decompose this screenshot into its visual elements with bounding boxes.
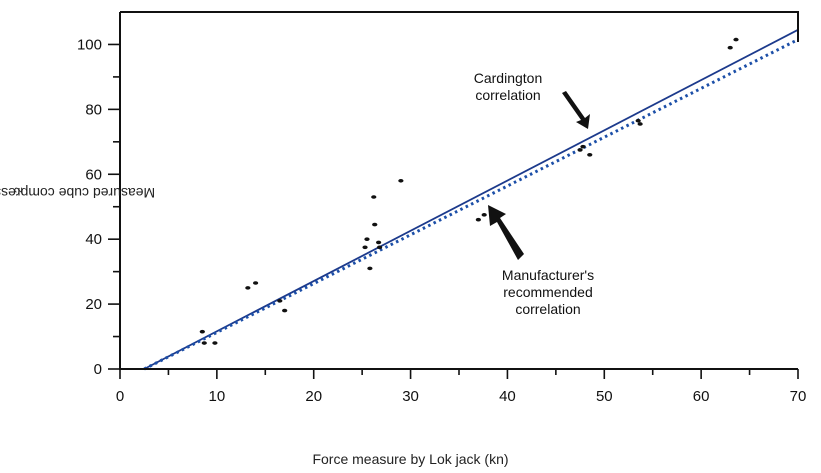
ticks-layer: 0 10 20 30 40 50 60 70 0 20 40 60 80 100 xyxy=(77,36,806,405)
x-tick-label: 30 xyxy=(402,388,419,405)
y-tick-label: 0 xyxy=(94,361,102,378)
data-point xyxy=(372,222,378,227)
y-axis-label-text: Measured cube compressive strength (N/mm… xyxy=(0,185,156,202)
annotation-manufacturer: Manufacturer's recommended correlation xyxy=(488,267,608,318)
data-point xyxy=(580,144,586,149)
data-point xyxy=(587,153,593,157)
arrows-layer xyxy=(488,91,590,260)
data-point xyxy=(398,178,404,183)
x-tick-label: 20 xyxy=(305,388,322,405)
data-point xyxy=(367,266,373,271)
annotation-cardington-line-2: correlation xyxy=(475,87,541,103)
annotation-manufacturer-line-2: recommended xyxy=(503,284,593,300)
data-point xyxy=(362,245,368,250)
x-tick-label: 10 xyxy=(209,388,226,405)
data-point xyxy=(201,341,207,345)
manufacturer-arrow-icon xyxy=(488,205,524,260)
data-point xyxy=(475,217,481,222)
cardington-arrow-icon xyxy=(562,91,590,129)
data-point xyxy=(376,240,382,245)
data-point xyxy=(733,37,739,42)
x-tick-label: 50 xyxy=(596,388,613,405)
y-tick-label: 20 xyxy=(85,296,102,313)
y-tick-label: 100 xyxy=(77,36,102,53)
data-point xyxy=(253,281,259,285)
y-tick-label: 60 xyxy=(85,166,102,183)
y-tick-label: 40 xyxy=(85,231,102,248)
annotation-manufacturer-line-3: correlation xyxy=(515,301,581,317)
data-point xyxy=(212,341,218,345)
data-point xyxy=(481,213,487,217)
x-tick-label: 40 xyxy=(499,388,516,405)
data-point xyxy=(635,118,641,123)
annotation-cardington: Cardington correlation xyxy=(458,70,558,104)
data-point xyxy=(277,299,283,303)
series-layer xyxy=(143,29,799,371)
data-point xyxy=(282,308,288,313)
annotation-cardington-line-1: Cardington xyxy=(473,70,543,86)
x-tick-label: 70 xyxy=(790,388,807,405)
data-point xyxy=(199,329,205,334)
y-tick-label: 80 xyxy=(85,101,102,118)
x-axis-label: Force measure by Lok jack (kn) xyxy=(312,451,509,467)
data-point xyxy=(245,286,251,290)
x-tick-label: 60 xyxy=(693,388,710,405)
data-point xyxy=(637,122,643,126)
data-point xyxy=(371,195,377,199)
data-point xyxy=(376,245,383,250)
manufacturer-correlation-line xyxy=(143,38,799,371)
data-point xyxy=(727,45,733,50)
plot-frame xyxy=(119,11,799,370)
annotation-manufacturer-line-1: Manufacturer's xyxy=(501,267,595,283)
data-point xyxy=(364,237,370,241)
x-tick-label: 0 xyxy=(116,388,124,405)
points-layer xyxy=(199,37,739,345)
cardington-correlation-line xyxy=(143,29,799,370)
data-point xyxy=(577,148,583,152)
